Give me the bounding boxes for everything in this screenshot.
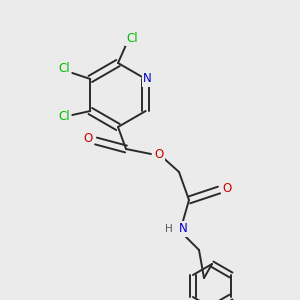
Text: Cl: Cl [58,62,70,76]
Text: H: H [165,224,173,234]
Text: Cl: Cl [126,32,138,44]
Text: N: N [143,73,152,85]
Text: N: N [178,223,188,236]
Text: O: O [83,133,93,146]
Text: Cl: Cl [58,110,70,122]
Text: O: O [154,148,164,160]
Text: O: O [222,182,232,194]
